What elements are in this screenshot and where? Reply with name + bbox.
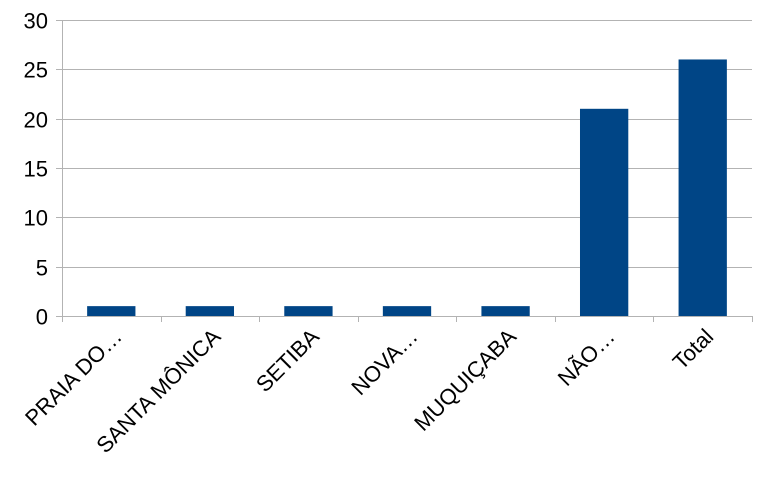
bar (382, 306, 432, 316)
y-tick-label: 25 (24, 58, 48, 83)
x-tick-label: NÃO… (553, 324, 620, 391)
bar (185, 306, 235, 316)
y-tick-label: 0 (36, 305, 48, 330)
bar (284, 306, 333, 316)
gridlines (62, 20, 752, 268)
x-tick-label: SETIBA (251, 324, 324, 397)
bar (579, 108, 629, 316)
bars (87, 59, 727, 316)
x-tick-label: PRAIA DO… (20, 324, 127, 431)
y-tick-label: 10 (24, 206, 48, 231)
y-tick-label: 15 (24, 157, 48, 182)
bar (678, 59, 727, 316)
bar (481, 306, 530, 316)
y-tick-label: 5 (36, 256, 48, 281)
x-tick-labels: PRAIA DO…SANTA MÔNICA SETIBA NOVA…MUQUIÇAB… (20, 324, 718, 458)
x-tick-label: MUQUIÇABA (409, 324, 521, 436)
y-tick-labels: 0 5 10 15 20 25 30 (24, 9, 48, 330)
x-tick-label: Total (668, 324, 719, 375)
axes (56, 20, 753, 322)
bar (87, 306, 136, 316)
y-tick-label: 30 (24, 9, 48, 34)
y-tick-label: 20 (24, 108, 48, 133)
x-tick-label: NOVA… (346, 324, 422, 400)
